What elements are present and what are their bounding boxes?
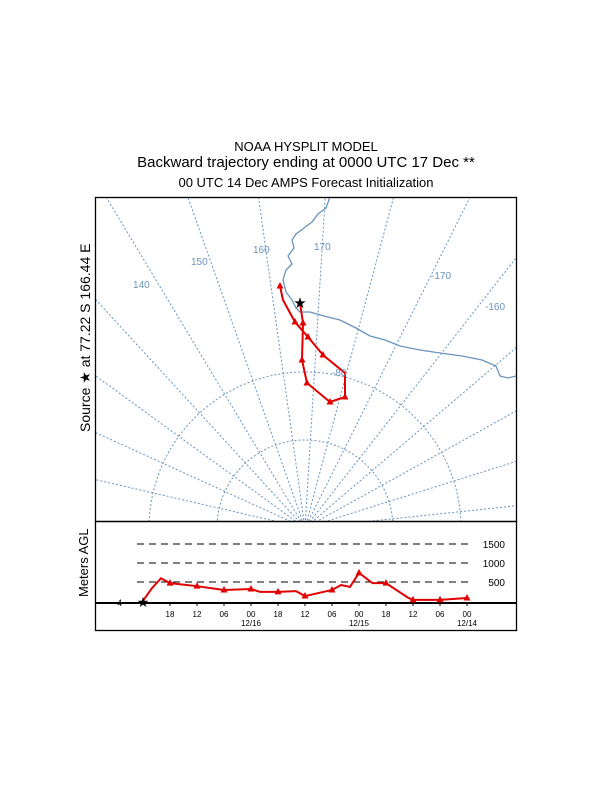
y-tick-label: 500 [488,578,505,589]
trajectory-marker [319,351,327,358]
height-marker [382,579,390,586]
meridian-line [0,510,305,528]
height-marker [328,585,336,593]
height-marker [247,585,255,592]
trajectory-marker [276,282,284,289]
meridian-line [187,198,304,521]
height-source-star: ★ [137,594,150,610]
trajectory-marker [299,319,307,326]
x-tick-label: 00 [355,610,364,619]
height-marker [436,595,444,603]
trajectory-title: Backward trajectory ending at 0000 UTC 1… [137,154,475,171]
height-marker [220,585,228,593]
latitude-circle [148,371,462,521]
trajectory-marker [326,398,334,405]
height-marker [193,582,201,589]
map-frame [94,196,518,523]
y-tick-label: 1500 [483,540,506,551]
meridian-line [96,299,300,521]
meridian-label-minus160: -160 [485,302,505,313]
meridian-label-150: 150 [191,257,208,268]
x-tick-label: 06 [436,610,445,619]
x-tick-label: 12 [409,610,418,619]
x-tick-label: 18 [166,610,175,619]
x-tick-label: 12 [193,610,202,619]
x-tick-label: 18 [274,610,283,619]
meridian-line [316,410,516,521]
height-marker [355,568,363,576]
trajectory-marker [291,318,299,325]
meridian-line [96,479,277,521]
meridian-line [96,375,297,521]
x-tick-label: 06 [220,610,229,619]
initialization-subtitle: 00 UTC 14 Dec AMPS Forecast Initializati… [178,175,434,190]
meridian-line [258,198,305,521]
meridian-line [366,505,516,521]
meridian-line [106,198,302,521]
trajectory-marker [341,393,349,400]
meridian-line [306,198,394,521]
meridian-line [304,198,326,521]
x-tick-label: 18 [382,610,391,619]
height-marker [166,579,174,586]
date-label: 12/15 [349,619,370,628]
height-marker [463,593,471,601]
trajectory-path [279,285,346,404]
meridian-label-minus170: -170 [431,271,451,282]
meridian-line [312,347,516,521]
trajectory-marker [298,356,306,363]
x-tick-label: 06 [328,610,337,619]
start-height-label: 4 [117,598,122,608]
meridian-label-170: 170 [314,242,331,253]
y-tick-label: 1000 [483,559,506,570]
height-frame [94,520,518,632]
coastline [282,198,516,379]
meridian-label-140: 140 [133,280,150,291]
latitude-label: -80 [332,368,347,379]
height-marker [409,595,417,603]
meridian-label-160: 160 [253,245,270,256]
date-label: 12/14 [457,619,478,628]
trajectory-marker [303,379,311,386]
meridian-line [309,257,516,521]
meridian-line [96,432,291,521]
meridian-line [325,460,516,521]
x-tick-label: 12 [301,610,310,619]
height-marker [274,587,282,595]
x-tick-label: 00 [463,610,472,619]
x-tick-label: 00 [247,610,256,619]
model-title: NOAA HYSPLIT MODEL [234,139,378,154]
meridian-line [307,198,471,521]
source-star: ★ [293,295,306,312]
date-label: 12/16 [241,619,262,628]
height-marker [301,592,309,599]
trajectory-marker [304,333,312,340]
